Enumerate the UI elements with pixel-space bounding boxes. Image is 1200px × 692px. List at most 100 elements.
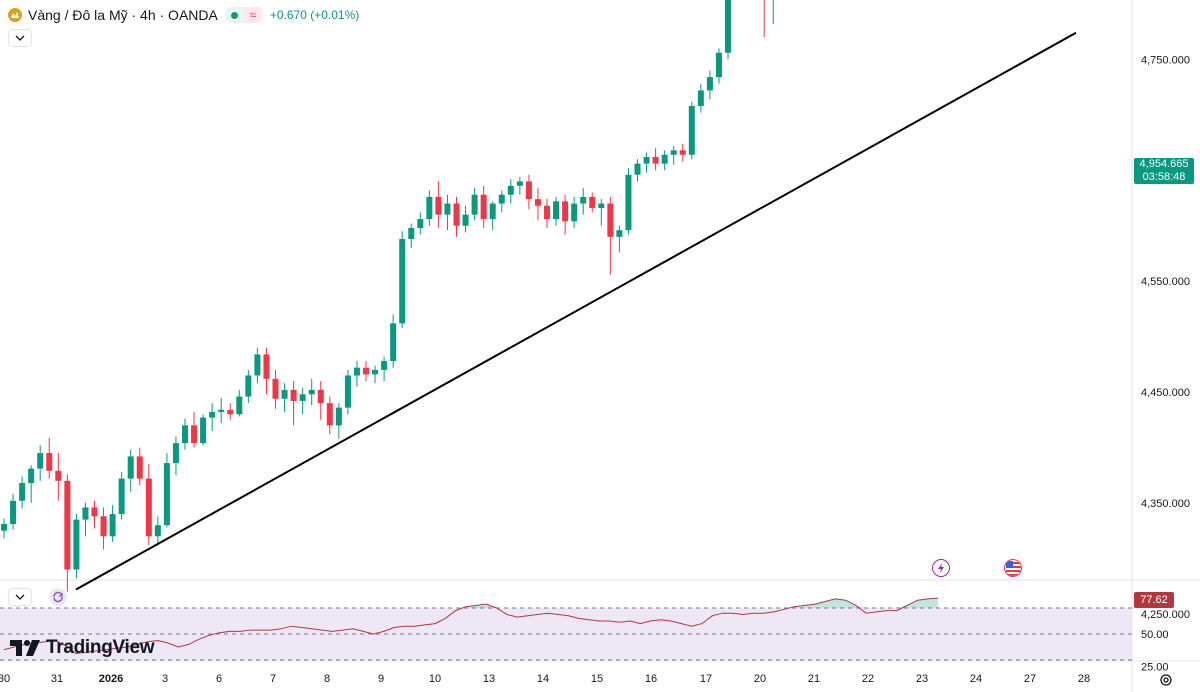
candle[interactable]	[1, 524, 7, 531]
candle[interactable]	[589, 196, 596, 209]
gold-coin-icon	[8, 8, 22, 22]
candle[interactable]	[498, 194, 505, 204]
candle[interactable]	[408, 227, 415, 240]
candle[interactable]	[272, 378, 279, 399]
candle[interactable]	[218, 409, 225, 413]
candle[interactable]	[670, 150, 677, 155]
candle[interactable]	[28, 468, 35, 484]
candle[interactable]	[625, 174, 632, 231]
candle[interactable]	[191, 425, 198, 444]
candle[interactable]	[525, 181, 532, 200]
candle[interactable]	[19, 483, 26, 501]
candle[interactable]	[715, 52, 722, 78]
candle[interactable]	[534, 199, 541, 206]
refresh-icon[interactable]	[49, 588, 67, 606]
candle[interactable]	[489, 203, 496, 220]
candle[interactable]	[109, 514, 116, 537]
chevron-down-icon	[15, 35, 25, 41]
candle[interactable]	[127, 456, 134, 479]
x-tick-label: 28	[1078, 673, 1090, 685]
candle[interactable]	[145, 478, 152, 537]
candle[interactable]	[516, 181, 523, 186]
candle[interactable]	[507, 185, 514, 195]
candle[interactable]	[725, 0, 731, 53]
candle[interactable]	[163, 463, 170, 526]
candle[interactable]	[381, 361, 388, 370]
candle[interactable]	[200, 417, 207, 444]
candle[interactable]	[480, 194, 487, 220]
candle[interactable]	[652, 156, 659, 164]
candle[interactable]	[91, 507, 98, 517]
candle[interactable]	[571, 203, 578, 222]
candle[interactable]	[10, 500, 17, 525]
candle[interactable]	[118, 478, 125, 515]
candle[interactable]	[299, 394, 306, 401]
rsi-line[interactable]	[3, 597, 939, 655]
candle[interactable]	[444, 203, 451, 215]
candle[interactable]	[471, 194, 478, 215]
tradingview-logo[interactable]: TradingView	[10, 637, 155, 659]
candle[interactable]	[643, 156, 650, 164]
candle[interactable]	[426, 196, 433, 220]
candle[interactable]	[453, 203, 460, 226]
candle[interactable]	[607, 203, 614, 237]
candle[interactable]	[462, 214, 469, 226]
candle[interactable]	[417, 219, 424, 228]
candle[interactable]	[706, 77, 713, 91]
candle[interactable]	[154, 525, 161, 537]
candle[interactable]	[290, 389, 297, 401]
candle[interactable]	[182, 425, 188, 444]
trendline[interactable]	[75, 31, 1077, 591]
lightning-icon[interactable]	[932, 559, 950, 577]
candle[interactable]	[390, 323, 397, 362]
candle[interactable]	[363, 367, 369, 375]
candle[interactable]	[317, 389, 324, 404]
candle[interactable]	[580, 196, 587, 204]
candle[interactable]	[598, 203, 605, 209]
candle[interactable]	[697, 90, 704, 106]
candle[interactable]	[100, 516, 107, 537]
settings-gear-icon[interactable]	[1157, 671, 1175, 689]
candle[interactable]	[46, 453, 53, 471]
candle[interactable]	[209, 412, 216, 418]
candle[interactable]	[553, 201, 560, 220]
collapse-indicator-button[interactable]	[8, 588, 32, 606]
candle[interactable]	[335, 407, 342, 426]
symbol-title[interactable]: Vàng / Đô la Mỹ · 4h · OANDA	[28, 7, 218, 23]
candle[interactable]	[562, 201, 569, 222]
market-open-icon	[226, 7, 244, 23]
x-tick-label: 15	[591, 673, 603, 685]
candle[interactable]	[245, 375, 252, 397]
candle[interactable]	[344, 375, 351, 408]
candle[interactable]	[55, 470, 62, 481]
candle[interactable]	[227, 409, 234, 415]
market-status[interactable]: ≈	[225, 7, 262, 23]
candle[interactable]	[688, 105, 695, 155]
candle[interactable]	[73, 519, 80, 570]
candle[interactable]	[353, 367, 360, 376]
candle[interactable]	[661, 154, 668, 164]
candle[interactable]	[435, 196, 442, 215]
candle[interactable]	[236, 396, 243, 415]
us-flag-icon[interactable]	[1004, 559, 1022, 577]
candle[interactable]	[544, 205, 550, 220]
candle[interactable]	[616, 230, 623, 237]
candle[interactable]	[326, 403, 333, 426]
candle[interactable]	[263, 354, 270, 379]
candle[interactable]	[399, 239, 406, 324]
candle[interactable]	[37, 453, 44, 469]
candle[interactable]	[634, 163, 641, 175]
candle[interactable]	[64, 480, 71, 570]
candle[interactable]	[372, 369, 379, 375]
candle[interactable]	[281, 389, 288, 399]
x-tick-label: 30	[0, 673, 10, 685]
candle[interactable]	[136, 456, 143, 479]
candle[interactable]	[254, 354, 261, 376]
candle[interactable]	[172, 443, 179, 464]
collapse-legend-button[interactable]	[8, 29, 32, 47]
candle[interactable]	[679, 150, 686, 155]
candle[interactable]	[308, 389, 315, 395]
rsi-tick-label: 25.00	[1141, 662, 1169, 674]
candle[interactable]	[82, 507, 89, 520]
